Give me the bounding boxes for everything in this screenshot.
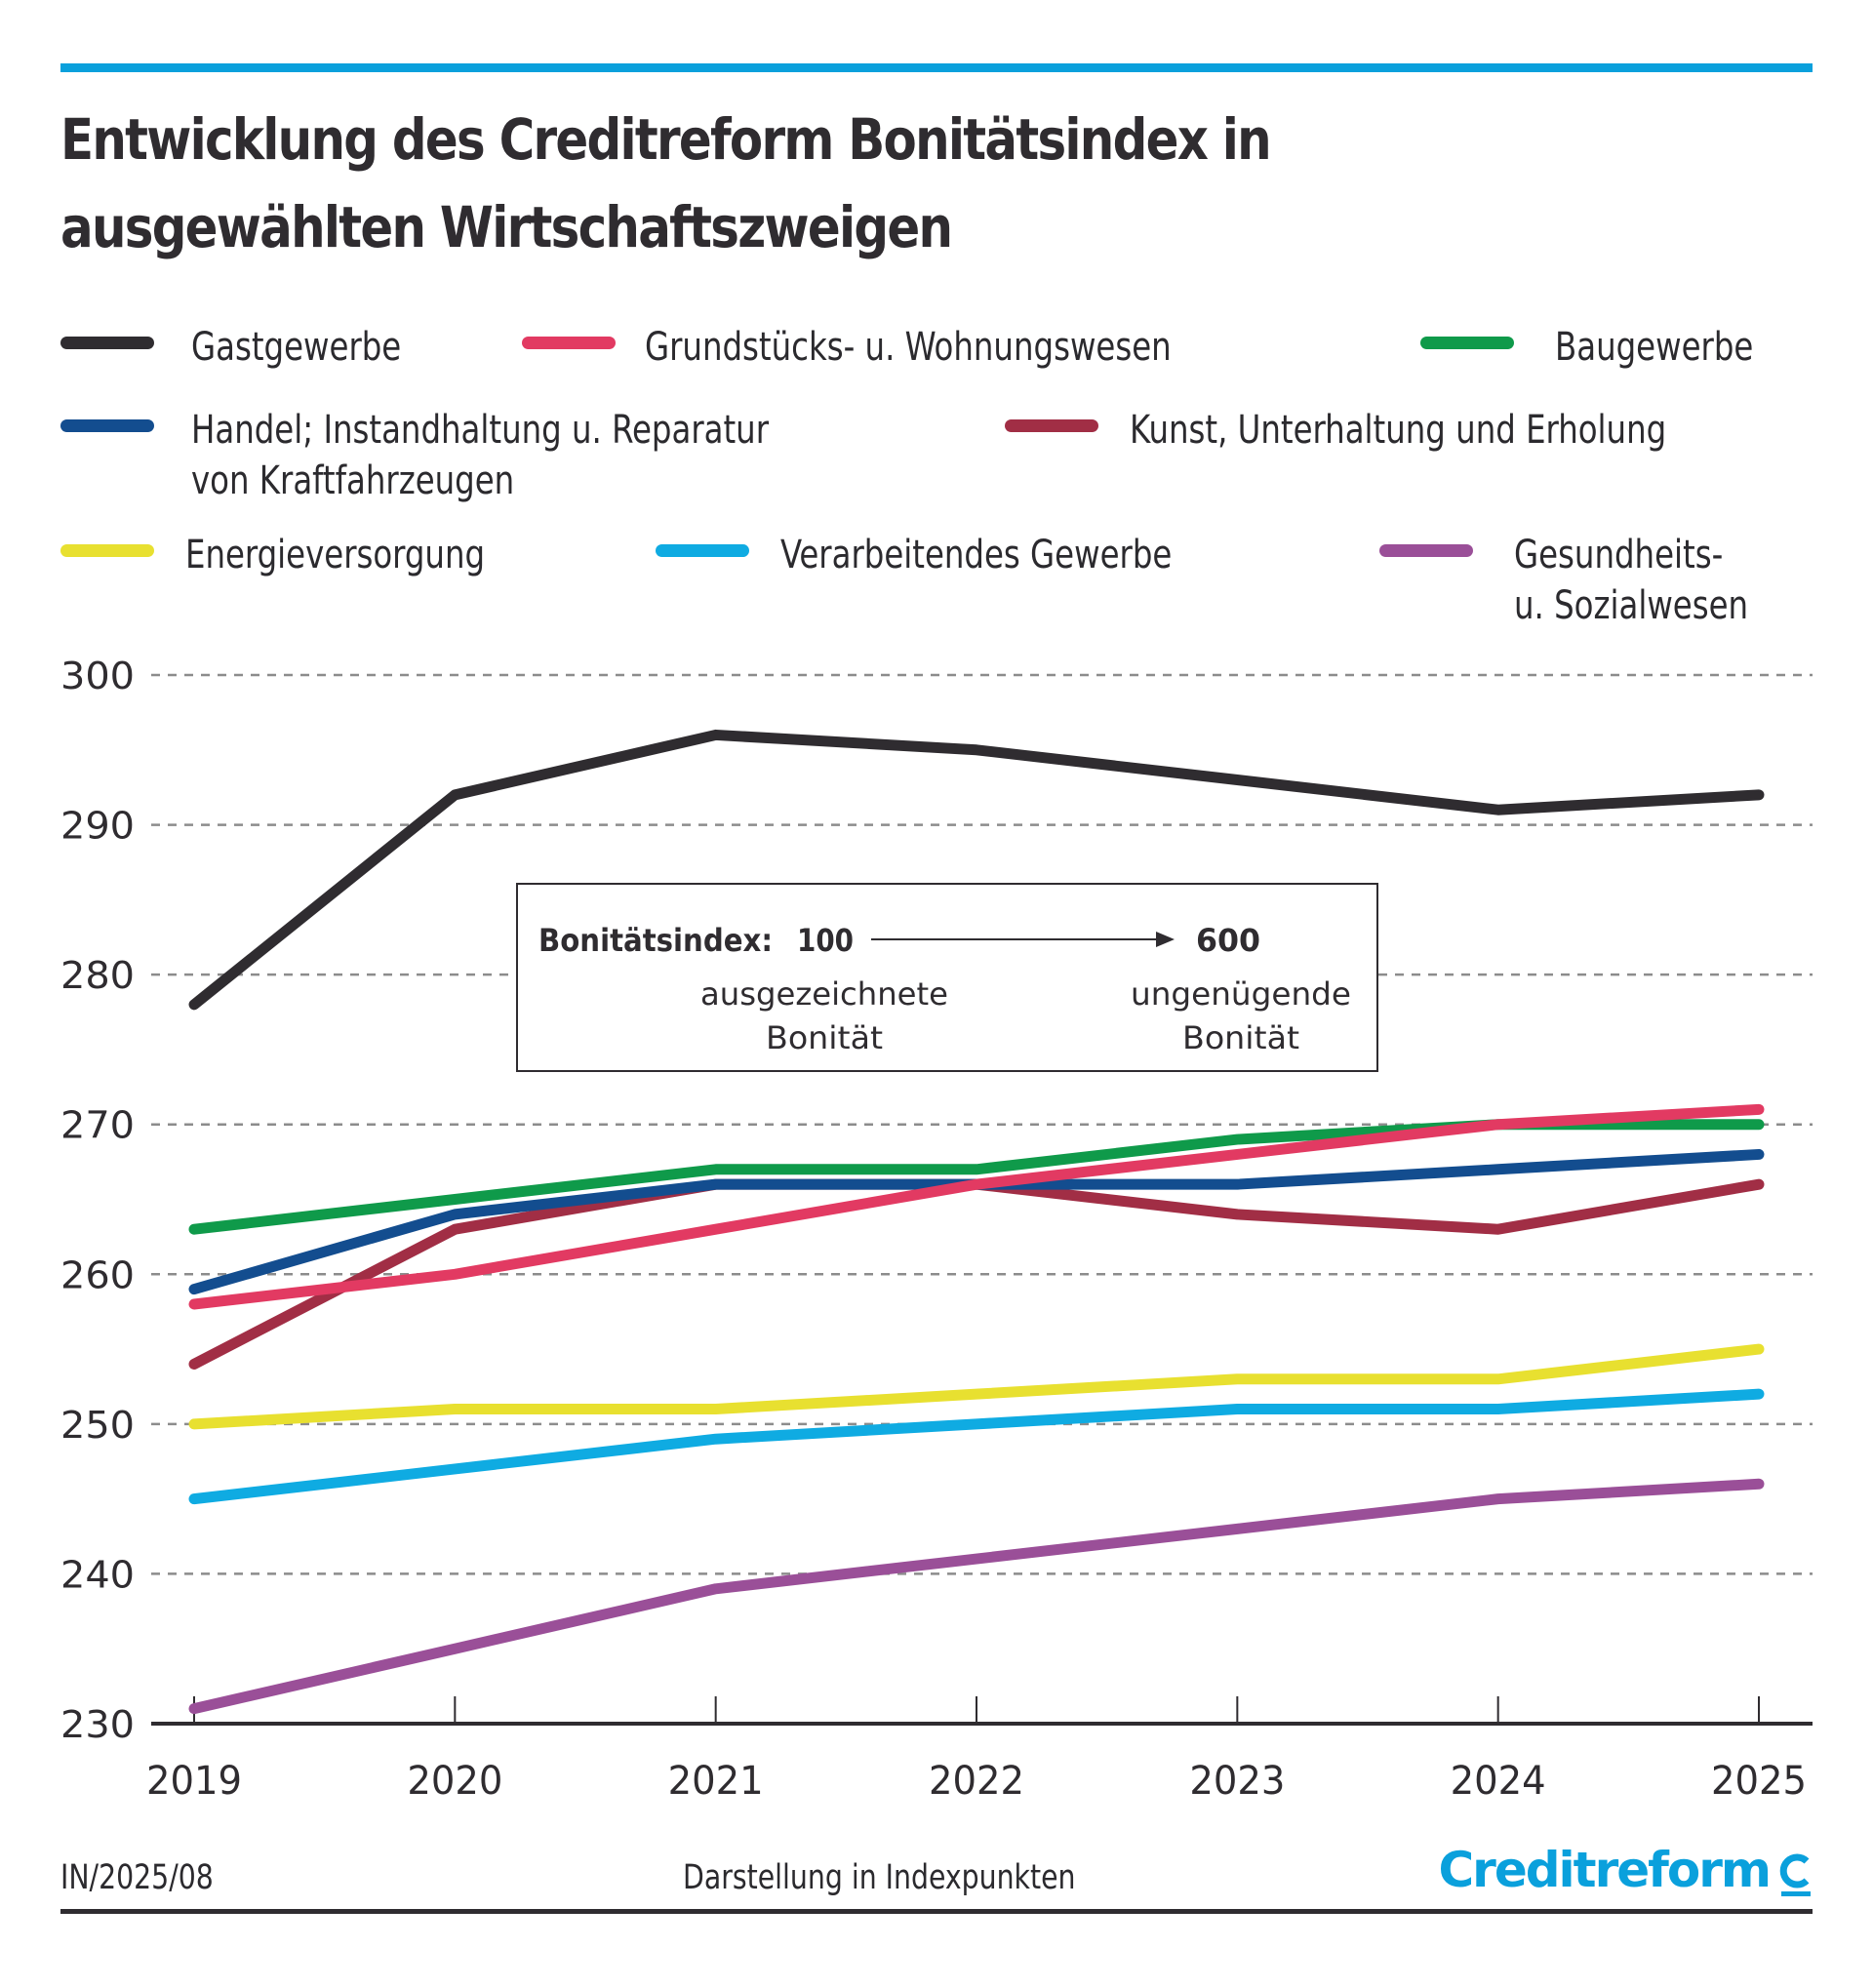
legend-label: Verarbeitendes Gewerbe <box>780 533 1173 577</box>
legend-item-kunst: Kunst, Unterhaltung und Erholung <box>1005 405 1726 456</box>
info-box-frame <box>516 883 1378 1072</box>
footer-unit-note: Darstellung in Indexpunkten <box>683 1858 1076 1897</box>
series-lines <box>188 729 1765 1715</box>
legend-swatch <box>1420 337 1514 349</box>
info-box-from-value: 100 <box>797 922 854 959</box>
chart-title: Entwicklung des Creditreform Bonitätsind… <box>60 96 1554 271</box>
footer-code: IN/2025/08 <box>60 1858 214 1897</box>
legend-label: Gastgewerbe <box>191 325 402 370</box>
series-line-2 <box>188 1119 1765 1235</box>
y-tick-label: 270 <box>60 1104 135 1147</box>
title-line-2: ausgewählten Wirtschaftszweigen <box>60 194 953 260</box>
legend-swatch <box>60 337 154 349</box>
legend-item-grundstuecks: Grundstücks- u. Wohnungswesen <box>522 322 1230 373</box>
x-tick-label: 2024 <box>1451 1759 1546 1804</box>
x-axis-tick-labels: 2019 2020 2021 2022 2023 2024 2025 <box>146 1759 1807 1804</box>
info-box-to-desc-1: ungenügende <box>1131 975 1351 1013</box>
info-box: Bonitätsindex: 100 600 ausgezeichnete Bo… <box>516 883 1378 1072</box>
legend-label: Kunst, Unterhaltung und Erholung <box>1130 408 1667 453</box>
legend-label: Baugewerbe <box>1555 325 1754 370</box>
legend-item-baugewerbe: Baugewerbe <box>1420 322 1775 373</box>
legend-swatch <box>60 419 154 432</box>
legend-item-energie: Energieversorgung <box>60 530 518 580</box>
legend-swatch <box>656 544 749 557</box>
legend-item-gesundheit: Gesundheits- u. Sozialwesen <box>1379 530 1774 631</box>
series-line-7 <box>188 1478 1765 1715</box>
info-box-from-desc-1: ausgezeichnete <box>700 975 948 1013</box>
legend-item-verarbeitendes: Verarbeitendes Gewerbe <box>656 530 1215 580</box>
x-tick-label: 2022 <box>929 1759 1024 1804</box>
y-tick-label: 260 <box>60 1253 135 1296</box>
x-tick-label: 2023 <box>1189 1759 1285 1804</box>
info-box-from-desc-2: Bonität <box>766 1019 883 1056</box>
x-tick-label: 2019 <box>146 1759 242 1804</box>
info-box-label: Bonitätsindex: <box>538 922 773 959</box>
legend-swatch <box>1005 419 1098 432</box>
logo-text: Creditreform <box>1438 1842 1772 1898</box>
bottom-rule <box>60 1909 1813 1914</box>
info-box-to-value: 600 <box>1196 922 1260 959</box>
legend-label: Gesundheits- u. Sozialwesen <box>1514 533 1749 628</box>
accent-bar <box>60 63 1813 72</box>
legend-swatch <box>1379 544 1473 557</box>
legend-swatch <box>522 337 616 349</box>
legend-label: Energieversorgung <box>185 533 486 577</box>
title-line-1: Entwicklung des Creditreform Bonitätsind… <box>60 106 1272 173</box>
info-box-to-desc-2: Bonität <box>1182 1019 1299 1056</box>
y-tick-label: 290 <box>60 805 135 848</box>
y-tick-label: 240 <box>60 1553 135 1596</box>
y-tick-label: 230 <box>60 1703 135 1746</box>
y-tick-label: 280 <box>60 954 135 997</box>
x-tick-label: 2021 <box>668 1759 764 1804</box>
x-axis <box>151 1696 1813 1726</box>
x-tick-label: 2025 <box>1711 1759 1807 1804</box>
legend-swatch <box>60 544 154 557</box>
creditreform-c-icon <box>1777 1851 1813 1898</box>
legend-item-gastgewerbe: Gastgewerbe <box>60 322 424 373</box>
y-axis-tick-labels: 230 240 250 260 270 280 290 300 <box>60 655 135 1746</box>
arrow-head-icon <box>1156 932 1175 947</box>
legend-label: Handel; Instandhaltung u. Reparatur von … <box>191 408 770 503</box>
x-tick-label: 2020 <box>407 1759 502 1804</box>
creditreform-logo: Creditreform <box>1438 1842 1813 1898</box>
legend-label: Grundstücks- u. Wohnungswesen <box>645 325 1172 370</box>
y-tick-label: 300 <box>60 655 135 697</box>
legend-item-handel: Handel; Instandhaltung u. Reparatur von … <box>60 405 833 506</box>
y-tick-label: 250 <box>60 1404 135 1447</box>
